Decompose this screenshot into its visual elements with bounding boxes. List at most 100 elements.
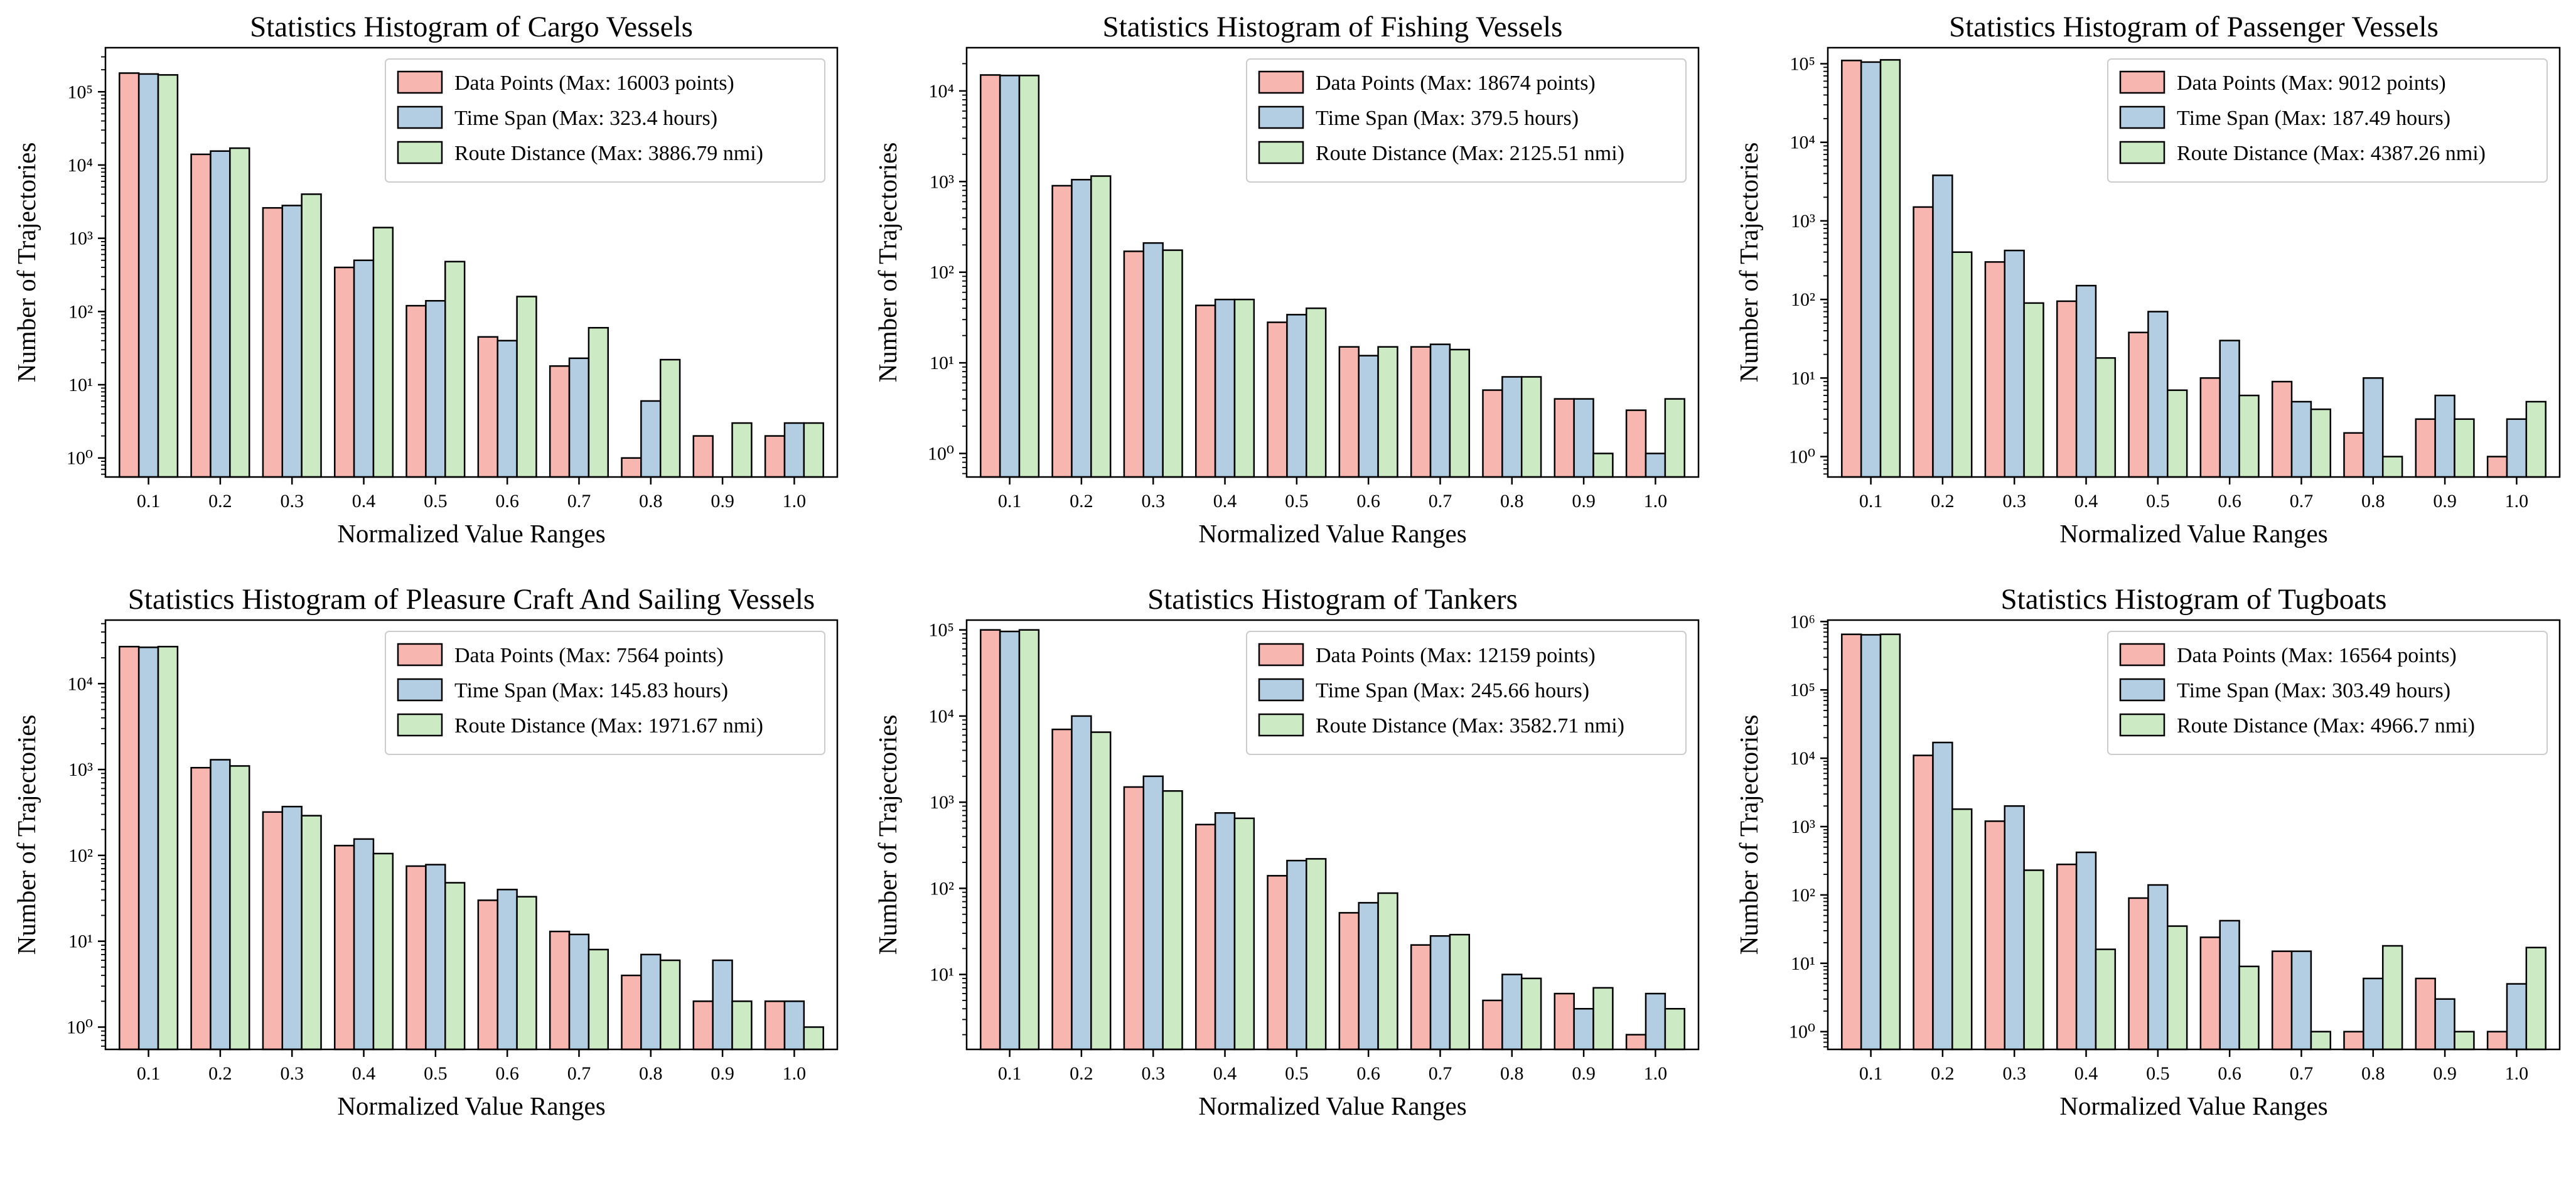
plot-frame	[965, 619, 1700, 1051]
x-tick-label: 0.5	[2146, 491, 2170, 512]
bar	[2199, 936, 2221, 1051]
x-tick-label: 0.6	[2218, 1063, 2241, 1084]
bar	[1142, 242, 1164, 478]
plot-frame	[104, 619, 839, 1051]
bar	[2095, 948, 2117, 1051]
bar	[2525, 946, 2546, 1051]
legend-entry: Data Points (Max: 12159 points)	[1316, 644, 1596, 667]
bar	[2075, 851, 2097, 1051]
legend-swatch	[397, 713, 443, 737]
x-tick-label: 0.8	[1500, 1063, 1524, 1084]
bar	[1090, 175, 1112, 478]
bar	[1162, 790, 1183, 1051]
legend-swatch	[2119, 643, 2165, 667]
x-tick-label: 0.4	[1213, 1063, 1237, 1084]
bar	[2486, 1031, 2508, 1051]
legend-entry: Data Points (Max: 7564 points)	[454, 644, 724, 667]
x-tick-label: 0.3	[1141, 1063, 1165, 1084]
legend-frame	[2107, 631, 2548, 755]
plot-frame	[965, 46, 1700, 478]
bar	[1501, 376, 1523, 478]
chart-title: Statistics Histogram of Cargo Vessels	[250, 11, 693, 43]
y-tick-label: 10⁴	[68, 673, 93, 694]
bar	[444, 882, 466, 1051]
bar	[2363, 377, 2384, 478]
bar	[157, 646, 179, 1051]
bar	[477, 336, 498, 478]
bar	[731, 1000, 753, 1051]
bar	[1429, 935, 1451, 1051]
x-tick-label: 1.0	[2505, 491, 2529, 512]
x-tick-label: 0.5	[424, 491, 448, 512]
legend: Data Points (Max: 16003 points) Time Span…	[385, 58, 825, 183]
bar	[1306, 858, 1327, 1051]
x-tick-label: 0.4	[1213, 491, 1237, 512]
bar	[1162, 249, 1183, 478]
bar	[210, 150, 231, 478]
bar	[1984, 820, 2006, 1051]
legend: Data Points (Max: 9012 points) Time Span …	[2107, 58, 2548, 183]
bar	[640, 400, 662, 478]
bar	[2128, 331, 2149, 478]
x-axis-label: Normalized Value Ranges	[1198, 519, 1466, 548]
bar	[1841, 633, 1862, 1051]
bar	[2023, 302, 2044, 478]
x-tick-label: 0.6	[1356, 491, 1380, 512]
y-axis-label: Number of Trajectories	[1734, 715, 1763, 955]
legend-frame	[1246, 58, 1687, 183]
bar	[2167, 389, 2188, 478]
bar	[1358, 902, 1379, 1051]
y-tick-label: 10⁵	[1790, 680, 1815, 700]
bar	[2004, 805, 2025, 1051]
x-tick-label: 0.1	[1859, 1063, 1883, 1084]
legend: Data Points (Max: 12159 points) Time Span…	[1246, 631, 1687, 755]
x-tick-label: 0.9	[2433, 1063, 2457, 1084]
plot-frame	[1827, 619, 2561, 1051]
bar	[980, 629, 1001, 1051]
bar	[2095, 357, 2117, 478]
legend-swatch	[397, 678, 443, 702]
legend-swatch	[397, 105, 443, 129]
legend-swatch	[1258, 70, 1304, 94]
y-axis-label: Number of Trajectories	[873, 142, 902, 383]
x-tick-label: 0.5	[1285, 1063, 1309, 1084]
y-tick-label: 10¹	[930, 353, 954, 373]
bar	[783, 1000, 805, 1051]
legend-swatch	[1258, 678, 1304, 702]
bar	[2454, 1031, 2475, 1051]
bar	[119, 72, 140, 478]
legend-entry: Time Span (Max: 323.4 hours)	[454, 107, 717, 130]
bar	[372, 227, 394, 478]
bar	[1592, 453, 1614, 478]
bar	[372, 852, 394, 1051]
bar	[229, 147, 250, 478]
bar	[1306, 307, 1327, 478]
bar	[1051, 185, 1073, 478]
bar	[2525, 400, 2546, 478]
bar	[1410, 346, 1432, 478]
legend-entry: Route Distance (Max: 1971.67 nmi)	[454, 714, 763, 737]
legend: Data Points (Max: 7564 points) Time Span …	[385, 631, 825, 755]
x-tick-label: 0.1	[137, 491, 161, 512]
x-tick-label: 0.9	[711, 1063, 734, 1084]
bar	[980, 74, 1001, 478]
bar	[1233, 298, 1255, 478]
y-tick-label: 10⁶	[1790, 611, 1815, 632]
x-tick-label: 0.7	[2290, 1063, 2314, 1084]
bar	[425, 300, 446, 478]
x-tick-label: 0.4	[352, 491, 376, 512]
bar	[1573, 398, 1594, 478]
y-axis-label: Number of Trajectories	[12, 715, 41, 955]
bar	[803, 1026, 824, 1051]
legend-swatch	[2119, 141, 2165, 164]
x-tick-label: 0.6	[495, 1063, 519, 1084]
x-tick-label: 0.1	[998, 491, 1022, 512]
bar	[2199, 377, 2221, 478]
bar	[2343, 432, 2364, 478]
x-tick-label: 0.7	[1429, 491, 1452, 512]
bar	[1338, 346, 1360, 478]
y-tick-label: 10²	[68, 845, 93, 866]
bar	[659, 358, 681, 478]
bar	[692, 1000, 714, 1051]
bar	[1123, 786, 1145, 1051]
